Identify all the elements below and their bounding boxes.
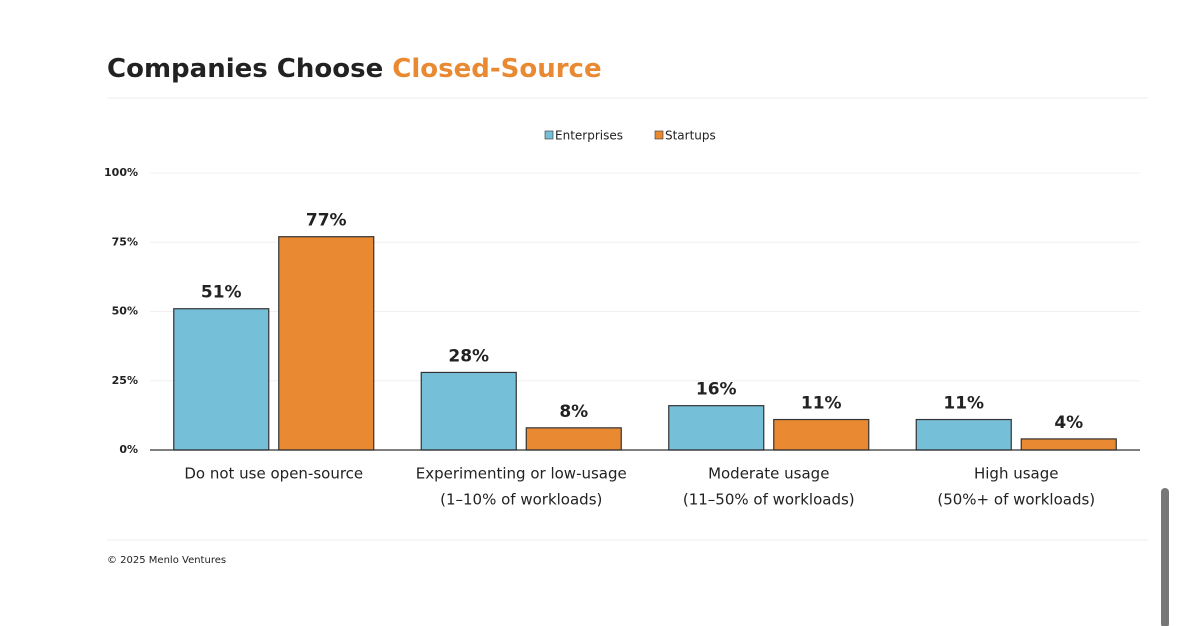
value-label: 11% [943,394,984,414]
title-highlight: Closed-Source [392,54,601,84]
legend-swatch [654,130,664,140]
x-tick-label: Do not use open-source [184,465,363,483]
title-main: Companies Choose [107,54,383,84]
value-label: 16% [696,380,737,400]
x-tick-label: (1–10% of workloads) [440,491,602,509]
x-tick-label: Moderate usage [708,465,829,483]
value-label: 51% [201,283,242,303]
bar [915,418,1012,451]
value-label: 8% [559,402,588,422]
x-tick-label: (50%+ of workloads) [937,491,1095,509]
chart-title: Companies Choose Closed-Source [107,54,602,84]
y-tick-label: 50% [112,305,138,318]
y-tick-label: 75% [112,235,138,248]
x-tick-label: Experimenting or low-usage [416,465,627,483]
scrollbar[interactable] [1161,488,1169,626]
y-tick-label: 0% [119,443,138,456]
value-label: 4% [1054,413,1083,433]
value-label: 11% [801,394,842,414]
bar [773,418,870,451]
bar [1020,438,1117,451]
y-tick-label: 100% [104,166,138,179]
legend-label: Enterprises [555,129,623,143]
legend-swatch [544,130,554,140]
x-tick-label: High usage [974,465,1059,483]
value-label: 28% [448,346,489,366]
bar [668,405,765,451]
bar [420,371,517,451]
bar [525,427,622,451]
bar [278,236,375,451]
x-tick-label: (11–50% of workloads) [683,491,855,509]
bar [173,308,270,451]
source: © 2025 Menlo Ventures [107,555,226,566]
y-tick-label: 25% [112,374,138,387]
value-label: 77% [306,211,347,231]
legend-label: Startups [665,129,716,143]
